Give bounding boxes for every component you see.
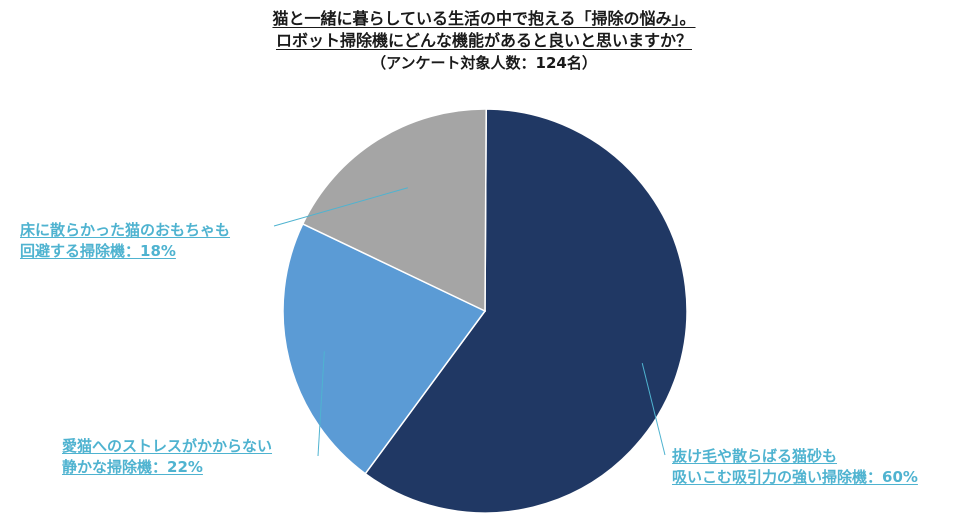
chart-title-block: 猫と一緒に暮らしている生活の中で抱える「掃除の悩み」。 ロボット掃除機にどんな機…	[0, 8, 968, 74]
slice-label-strong-suction-line-1: 抜け毛や散らばる猫砂も	[672, 447, 838, 465]
slice-label-toy-avoidance: 床に散らかった猫のおもちゃも 回避する掃除機：18%	[20, 220, 230, 262]
slice-label-strong-suction: 抜け毛や散らばる猫砂も 吸いこむ吸引力の強い掃除機：60%	[672, 446, 918, 488]
leader-line-toy-avoidance	[273, 187, 408, 227]
slice-label-quiet: 愛猫へのストレスがかからない 静かな掃除機：22%	[62, 436, 272, 478]
slice-label-toy-avoidance-line-1: 床に散らかった猫のおもちゃも	[20, 221, 231, 239]
chart-title-line-2: ロボット掃除機にどんな機能があると良いと思いますか？	[275, 31, 692, 50]
pie-slice-quiet	[282, 222, 487, 475]
pie-slice-toy-avoidance	[301, 108, 487, 313]
pie-slice-strong-suction	[364, 108, 688, 514]
chart-subtitle: （アンケート対象人数：124名）	[371, 54, 597, 72]
slice-label-strong-suction-line-2: 吸いこむ吸引力の強い掃除機：60%	[672, 468, 918, 486]
slice-label-quiet-line-2: 静かな掃除機：22%	[62, 458, 203, 476]
slice-label-toy-avoidance-line-2: 回避する掃除機：18%	[20, 242, 176, 260]
leader-line-quiet	[317, 351, 325, 457]
slice-label-quiet-line-1: 愛猫へのストレスがかからない	[62, 437, 273, 455]
chart-title-line-1: 猫と一緒に暮らしている生活の中で抱える「掃除の悩み」。	[272, 9, 696, 28]
leader-line-strong-suction	[641, 363, 666, 456]
